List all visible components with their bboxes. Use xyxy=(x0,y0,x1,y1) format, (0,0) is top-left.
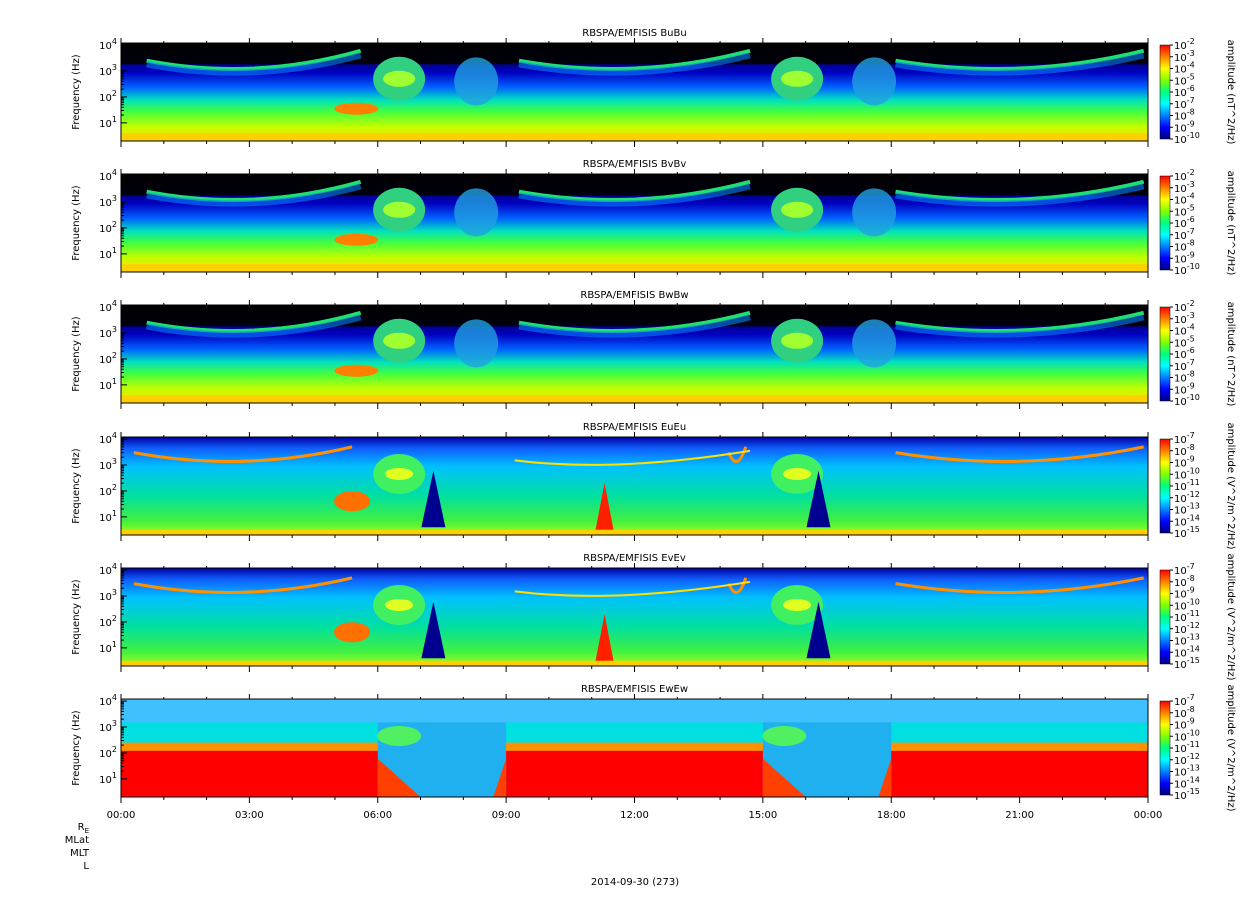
colorbar xyxy=(1159,306,1171,402)
colorbar-label: amplitude (V^2/m^2/Hz) xyxy=(1225,422,1236,549)
y-tick-label: 102 xyxy=(99,220,117,235)
y-tick-label: 104 xyxy=(99,431,117,446)
y-tick-label: 102 xyxy=(99,351,117,366)
y-tick-label: 103 xyxy=(99,457,117,472)
x-tick-label: 18:00 xyxy=(877,810,906,821)
x-tick-label: 15:00 xyxy=(748,810,777,821)
colorbar xyxy=(1159,44,1171,140)
spectrogram-panels: RBSPA/EMFISIS BuBu 101 102 103 104 Frequency … xyxy=(71,28,1236,812)
y-tick-label: 103 xyxy=(99,719,117,734)
colorbar xyxy=(1159,700,1171,796)
y-axis-label: Frequency (Hz) xyxy=(71,185,82,261)
panel-title: RBSPA/EMFISIS BuBu xyxy=(582,28,686,39)
panel-1: RBSPA/EMFISIS BuBu 101 102 103 104 Frequency … xyxy=(71,28,1236,147)
panel-4: RBSPA/EMFISIS EuEu 101 102 103 104 Frequency … xyxy=(71,422,1236,550)
x-tick-label: 12:00 xyxy=(620,810,649,821)
y-tick-label: 104 xyxy=(99,299,117,314)
panel-title: RBSPA/EMFISIS EvEv xyxy=(583,553,686,564)
y-tick-label: 102 xyxy=(99,483,117,498)
colorbar-label: amplitude (nT^2/Hz) xyxy=(1225,302,1236,407)
panel-6: RBSPA/EMFISIS EwEw 101 102 103 104 Frequency … xyxy=(71,684,1236,812)
y-tick-label: 103 xyxy=(99,325,117,340)
y-tick-label: 104 xyxy=(99,562,117,577)
y-tick-label: 102 xyxy=(99,614,117,629)
y-tick-label: 104 xyxy=(99,693,117,708)
date-label: 2014-09-30 (273) xyxy=(591,877,679,888)
colorbar-label: amplitude (nT^2/Hz) xyxy=(1225,40,1236,145)
y-axis-label: Frequency (Hz) xyxy=(71,316,82,392)
colorbar xyxy=(1159,175,1171,271)
x-tick-label: 06:00 xyxy=(363,810,392,821)
y-axis-label: Frequency (Hz) xyxy=(71,710,82,786)
spectrogram-image xyxy=(121,699,1148,797)
y-tick-label: 104 xyxy=(99,168,117,183)
x-tick-label: 00:00 xyxy=(1134,810,1163,821)
y-tick-label: 103 xyxy=(99,63,117,78)
y-tick-label: 101 xyxy=(99,640,117,655)
panel-3: RBSPA/EMFISIS BwBw 101 102 103 104 Frequency … xyxy=(71,290,1236,409)
y-tick-label: 102 xyxy=(99,745,117,760)
y-axis-label: Frequency (Hz) xyxy=(71,448,82,524)
colorbar-label: amplitude (nT^2/Hz) xyxy=(1225,171,1236,276)
spectrogram-image xyxy=(121,305,1148,403)
y-tick-label: 104 xyxy=(99,37,117,52)
ephemeris-label: MLT xyxy=(70,848,90,859)
colorbar-label: amplitude (V^2/m^2/Hz) xyxy=(1225,684,1236,811)
y-tick-label: 101 xyxy=(99,246,117,261)
x-tick-label: 00:00 xyxy=(107,810,136,821)
panel-title: RBSPA/EMFISIS BvBv xyxy=(583,159,687,170)
y-tick-label: 101 xyxy=(99,509,117,524)
spectrogram-image xyxy=(121,437,1148,535)
panel-2: RBSPA/EMFISIS BvBv 101 102 103 104 Frequency … xyxy=(71,159,1236,278)
time-axis: 00:00 03:00 06:00 09:00 12:00 15:00 18:00 21:00… xyxy=(107,810,1163,821)
x-tick-label: 03:00 xyxy=(235,810,264,821)
panel-title: RBSPA/EMFISIS BwBw xyxy=(580,290,688,301)
x-tick-label: 21:00 xyxy=(1005,810,1034,821)
spectrogram-image xyxy=(121,43,1148,141)
panel-title: RBSPA/EMFISIS EuEu xyxy=(583,422,686,433)
colorbar xyxy=(1159,438,1171,534)
panel-5: RBSPA/EMFISIS EvEv 101 102 103 104 Frequency … xyxy=(71,553,1236,681)
y-tick-label: 102 xyxy=(99,89,117,104)
colorbar-label: amplitude (V^2/m^2/Hz) xyxy=(1225,553,1236,680)
panel-title: RBSPA/EMFISIS EwEw xyxy=(581,684,688,695)
colorbar xyxy=(1159,569,1171,665)
ephemeris-label: RE xyxy=(78,822,89,835)
ephemeris-label: L xyxy=(83,861,89,872)
y-tick-label: 101 xyxy=(99,377,117,392)
y-tick-label: 103 xyxy=(99,588,117,603)
y-tick-label: 101 xyxy=(99,115,117,130)
spectrogram-image xyxy=(121,174,1148,272)
y-axis-label: Frequency (Hz) xyxy=(71,579,82,655)
ephemeris-label: MLat xyxy=(65,835,89,846)
x-tick-label: 09:00 xyxy=(492,810,521,821)
y-axis-label: Frequency (Hz) xyxy=(71,54,82,130)
spectrogram-image xyxy=(121,568,1148,666)
y-tick-label: 101 xyxy=(99,771,117,786)
y-tick-label: 103 xyxy=(99,194,117,209)
